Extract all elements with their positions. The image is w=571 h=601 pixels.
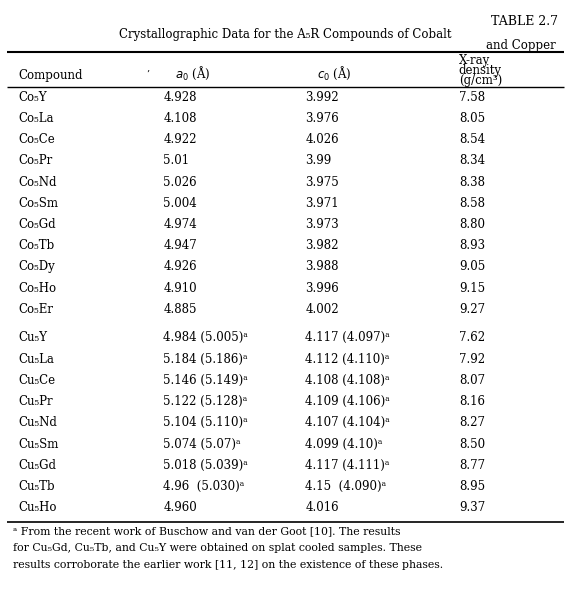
Text: ’: ’ [146,70,149,79]
Text: ᵃ From the recent work of Buschow and van der Goot [10]. The results: ᵃ From the recent work of Buschow and va… [13,526,400,537]
Text: 8.27: 8.27 [459,416,485,429]
Text: 4.016: 4.016 [305,501,339,514]
Text: 3.992: 3.992 [305,91,339,103]
Text: Co₅Dy: Co₅Dy [18,260,55,273]
Text: 4.026: 4.026 [305,133,339,146]
Text: 4.117 (4.111)ᵃ: 4.117 (4.111)ᵃ [305,459,390,472]
Text: 5.01: 5.01 [163,154,190,167]
Text: Cu₅Ho: Cu₅Ho [18,501,57,514]
Text: 5.146 (5.149)ᵃ: 5.146 (5.149)ᵃ [163,374,248,387]
Text: Cu₅Y: Cu₅Y [18,331,47,344]
Text: 4.960: 4.960 [163,501,197,514]
Text: 4.984 (5.005)ᵃ: 4.984 (5.005)ᵃ [163,331,248,344]
Text: 4.922: 4.922 [163,133,197,146]
Text: 8.77: 8.77 [459,459,485,472]
Text: 4.15  (4.090)ᵃ: 4.15 (4.090)ᵃ [305,480,387,493]
Text: 4.926: 4.926 [163,260,197,273]
Text: Co₅Ho: Co₅Ho [18,282,57,294]
Text: Co₅Nd: Co₅Nd [18,175,57,189]
Text: 5.004: 5.004 [163,197,197,210]
Text: TABLE 2.7: TABLE 2.7 [491,15,558,28]
Text: Co₅Sm: Co₅Sm [18,197,58,210]
Text: 4.96  (5.030)ᵃ: 4.96 (5.030)ᵃ [163,480,244,493]
Text: 8.50: 8.50 [459,438,485,451]
Text: 5.104 (5.110)ᵃ: 5.104 (5.110)ᵃ [163,416,248,429]
Text: 8.54: 8.54 [459,133,485,146]
Text: Co₅Gd: Co₅Gd [18,218,56,231]
Text: 4.108 (4.108)ᵃ: 4.108 (4.108)ᵃ [305,374,390,387]
Text: 4.117 (4.097)ᵃ: 4.117 (4.097)ᵃ [305,331,390,344]
Text: 8.07: 8.07 [459,374,485,387]
Text: 3.975: 3.975 [305,175,339,189]
Text: 9.27: 9.27 [459,303,485,316]
Text: $a_0$ (Å): $a_0$ (Å) [175,65,210,82]
Text: 8.34: 8.34 [459,154,485,167]
Text: X-ray: X-ray [459,54,490,67]
Text: 8.58: 8.58 [459,197,485,210]
Text: 4.099 (4.10)ᵃ: 4.099 (4.10)ᵃ [305,438,383,451]
Text: 4.002: 4.002 [305,303,339,316]
Text: 8.93: 8.93 [459,239,485,252]
Text: Co₅Ce: Co₅Ce [18,133,55,146]
Text: Co₅La: Co₅La [18,112,54,125]
Text: Cu₅Pr: Cu₅Pr [18,395,53,408]
Text: 9.05: 9.05 [459,260,485,273]
Text: 8.80: 8.80 [459,218,485,231]
Text: for Cu₅Gd, Cu₅Tb, and Cu₅Y were obtained on splat cooled samples. These: for Cu₅Gd, Cu₅Tb, and Cu₅Y were obtained… [13,543,422,554]
Text: 3.996: 3.996 [305,282,339,294]
Text: 7.58: 7.58 [459,91,485,103]
Text: $c_0$ (Å): $c_0$ (Å) [317,65,351,82]
Text: Cu₅Nd: Cu₅Nd [18,416,57,429]
Text: Co₅Tb: Co₅Tb [18,239,55,252]
Text: 3.982: 3.982 [305,239,339,252]
Text: 4.107 (4.104)ᵃ: 4.107 (4.104)ᵃ [305,416,390,429]
Text: 4.885: 4.885 [163,303,197,316]
Text: 7.92: 7.92 [459,353,485,365]
Text: 8.95: 8.95 [459,480,485,493]
Text: Crystallographic Data for the A₅R Compounds of Cobalt: Crystallographic Data for the A₅R Compou… [119,28,452,41]
Text: 9.15: 9.15 [459,282,485,294]
Text: density: density [459,64,502,77]
Text: Cu₅Tb: Cu₅Tb [18,480,55,493]
Text: 4.910: 4.910 [163,282,197,294]
Text: 9.37: 9.37 [459,501,485,514]
Text: Cu₅Gd: Cu₅Gd [18,459,57,472]
Text: and Copper: and Copper [486,39,556,52]
Text: Cu₅Sm: Cu₅Sm [18,438,59,451]
Text: 5.122 (5.128)ᵃ: 5.122 (5.128)ᵃ [163,395,248,408]
Text: results corroborate the earlier work [11, 12] on the existence of these phases.: results corroborate the earlier work [11… [13,560,443,570]
Text: 5.018 (5.039)ᵃ: 5.018 (5.039)ᵃ [163,459,248,472]
Text: 8.38: 8.38 [459,175,485,189]
Text: 8.16: 8.16 [459,395,485,408]
Text: Compound: Compound [18,69,83,82]
Text: 5.026: 5.026 [163,175,197,189]
Text: Cu₅La: Cu₅La [18,353,54,365]
Text: 8.05: 8.05 [459,112,485,125]
Text: 5.184 (5.186)ᵃ: 5.184 (5.186)ᵃ [163,353,248,365]
Text: Co₅Y: Co₅Y [18,91,47,103]
Text: (g/cm³): (g/cm³) [459,75,502,87]
Text: 4.947: 4.947 [163,239,197,252]
Text: Co₅Pr: Co₅Pr [18,154,53,167]
Text: 4.109 (4.106)ᵃ: 4.109 (4.106)ᵃ [305,395,390,408]
Text: 4.928: 4.928 [163,91,197,103]
Text: 3.988: 3.988 [305,260,339,273]
Text: 4.112 (4.110)ᵃ: 4.112 (4.110)ᵃ [305,353,390,365]
Text: 3.99: 3.99 [305,154,332,167]
Text: 5.074 (5.07)ᵃ: 5.074 (5.07)ᵃ [163,438,241,451]
Text: 4.108: 4.108 [163,112,197,125]
Text: Cu₅Ce: Cu₅Ce [18,374,55,387]
Text: 3.971: 3.971 [305,197,339,210]
Text: Co₅Er: Co₅Er [18,303,54,316]
Text: 4.974: 4.974 [163,218,197,231]
Text: 7.62: 7.62 [459,331,485,344]
Text: 3.973: 3.973 [305,218,339,231]
Text: 3.976: 3.976 [305,112,339,125]
